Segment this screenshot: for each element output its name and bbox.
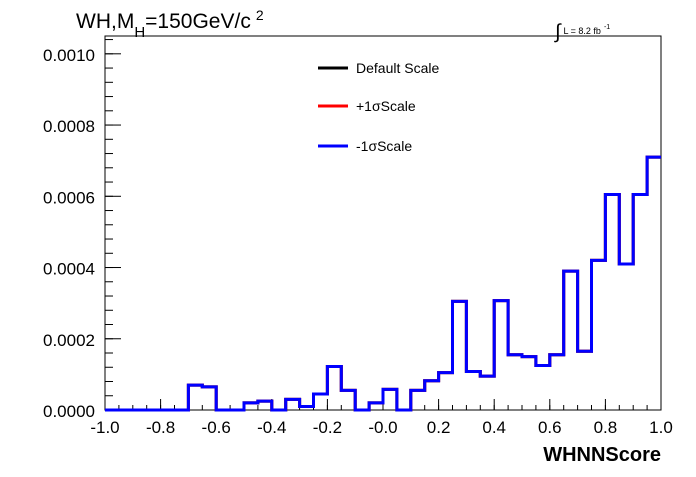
x-tick-label: -0.2 [313,418,342,437]
series-layer [105,155,661,412]
x-tick-label: -1.0 [90,418,119,437]
lumi-text: L = 8.2 fb [563,26,600,36]
x-tick-label: 0.6 [538,418,562,437]
x-axis-title: WHNNScore [543,444,661,466]
x-tick-label: -0.6 [202,418,231,437]
y-tick-label: 0.0010 [43,46,95,65]
lumi-integral: ∫ [554,21,562,43]
chart-title: WH,MH=150GeV/c 2 [76,7,264,41]
x-tick-label: -0.8 [146,418,175,437]
title-subscript: H [134,24,145,41]
x-tick-label: 0.8 [594,418,618,437]
y-tick-label: 0.0002 [43,331,95,350]
title-main: WH,M [76,10,134,33]
title-rest: =150GeV/c [145,10,251,33]
y-tick-label: 0.0008 [43,117,95,136]
y-tick-label: 0.0004 [43,260,95,279]
x-tick-label: 1.0 [649,418,673,437]
legend-label-plus1sigma: +1σScale [356,98,416,114]
x-tick-label: -0.0 [368,418,397,437]
legend-label-default: Default Scale [356,60,439,76]
x-tick-label: 0.2 [427,418,451,437]
title-superscript: 2 [256,7,264,23]
legend: Default Scale +1σScale -1σScale [318,60,439,154]
series-line-2 [105,155,661,412]
x-tick-label: -0.4 [257,418,286,437]
x-tick-label: 0.4 [482,418,506,437]
lumi-label: ∫ L = 8.2 fb -1 [554,21,610,43]
y-tick-label: 0.0000 [43,402,95,421]
y-tick-label: 0.0006 [43,188,95,207]
axes-group: -1.0 -0.8 -0.6 -0.4 -0.2 -0.0 0.2 0.4 0.6 0.8 1.0 0… [43,39,673,437]
lumi-superscript: -1 [604,24,610,31]
legend-label-minus1sigma: -1σScale [356,138,412,154]
